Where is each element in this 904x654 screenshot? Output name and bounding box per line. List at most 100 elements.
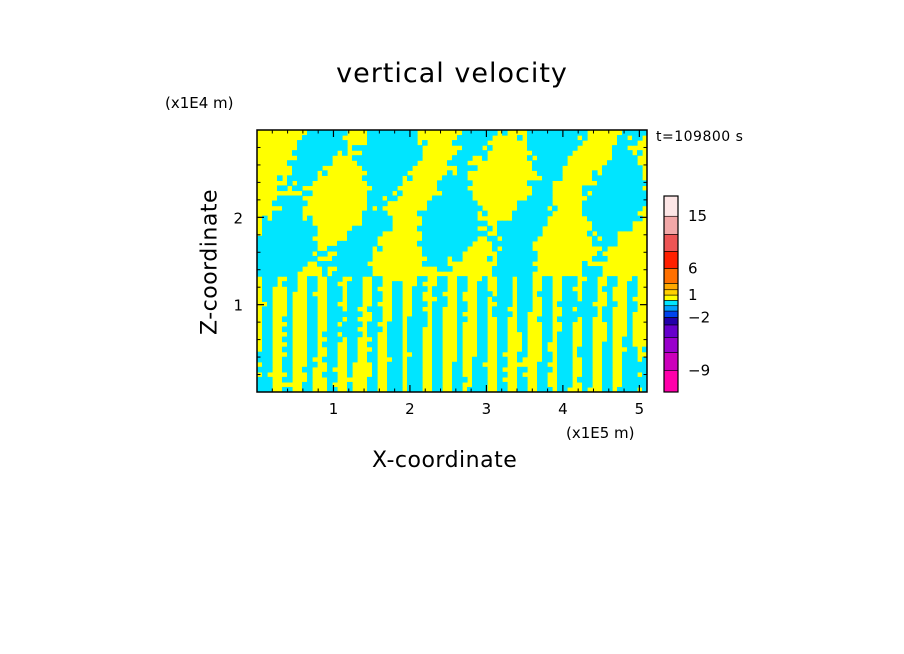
field-cell-negative — [317, 165, 323, 171]
field-cell-negative — [412, 155, 418, 161]
field-cell-negative — [622, 225, 628, 232]
field-cell-negative — [547, 366, 553, 373]
field-cell-negative — [597, 266, 603, 272]
field-cell-negative — [412, 316, 418, 323]
field-cell-negative — [467, 205, 473, 212]
field-cell-negative — [572, 301, 578, 307]
field-cell-negative — [587, 195, 593, 202]
field-cell-negative — [372, 130, 378, 136]
field-cell-negative — [412, 140, 418, 146]
field-cell-negative — [397, 155, 403, 161]
field-cell-negative — [627, 301, 633, 307]
field-cell-negative — [367, 180, 373, 187]
field-cell-negative — [482, 150, 488, 156]
field-cell-negative — [442, 235, 448, 242]
field-cell-negative — [627, 220, 633, 227]
field-cell-negative — [322, 271, 328, 277]
field-cell-negative — [592, 195, 598, 202]
field-cell-negative — [542, 180, 548, 187]
field-cell-negative — [327, 155, 333, 161]
field-cell-negative — [632, 286, 638, 292]
field-cell-negative — [562, 316, 568, 323]
field-cell-negative — [337, 291, 343, 297]
field-cell-negative — [297, 225, 303, 232]
field-cell-negative — [397, 170, 403, 176]
field-cell-negative — [417, 341, 423, 348]
field-cell-negative — [602, 366, 608, 373]
field-cell-negative — [277, 240, 283, 247]
field-cell-negative — [522, 386, 528, 392]
field-cell-negative — [462, 306, 468, 312]
field-cell-negative — [467, 150, 473, 156]
field-cell-negative — [392, 155, 398, 161]
field-cell-negative — [417, 356, 423, 363]
field-cell-negative — [542, 311, 548, 318]
field-cell-negative — [377, 150, 383, 156]
field-cell-negative — [607, 225, 613, 232]
field-cell-negative — [377, 160, 383, 166]
field-cell-negative — [312, 165, 318, 171]
field-cell-negative — [587, 356, 593, 363]
field-cell-negative — [327, 135, 333, 141]
field-cell-negative — [307, 180, 313, 187]
field-cell-negative — [292, 225, 298, 232]
field-cell-negative — [542, 276, 548, 282]
field-cell-negative — [397, 336, 403, 343]
field-cell-negative — [327, 321, 333, 328]
field-cell-negative — [322, 140, 328, 146]
field-cell-negative — [582, 210, 588, 217]
field-cell-negative — [417, 240, 423, 247]
field-cell-negative — [322, 155, 328, 161]
field-cell-negative — [262, 326, 268, 333]
field-cell-negative — [407, 321, 413, 328]
field-cell-negative — [417, 316, 423, 323]
field-cell-negative — [397, 286, 403, 292]
field-cell-negative — [397, 371, 403, 378]
field-cell-negative — [392, 170, 398, 176]
field-cell-negative — [347, 240, 353, 247]
field-cell-negative — [357, 291, 363, 297]
field-cell-negative — [297, 145, 303, 151]
field-cell-negative — [572, 145, 578, 151]
field-cell-negative — [527, 245, 533, 252]
field-cell-negative — [352, 301, 358, 307]
field-cell-negative — [282, 326, 288, 333]
field-cell-negative — [622, 145, 628, 151]
field-cell-negative — [607, 220, 613, 227]
field-cell-negative — [312, 286, 318, 292]
field-cell-negative — [602, 205, 608, 212]
field-cell-negative — [602, 255, 608, 262]
velocity-field — [257, 130, 647, 392]
field-cell-negative — [442, 225, 448, 232]
field-cell-negative — [352, 286, 358, 292]
field-cell-negative — [382, 180, 388, 187]
field-cell-negative — [567, 356, 573, 363]
field-cell-negative — [507, 255, 513, 262]
field-cell-negative — [547, 175, 553, 181]
field-cell-negative — [367, 155, 373, 161]
field-cell-negative — [422, 321, 428, 328]
field-cell-negative — [457, 235, 463, 242]
field-cell-negative — [407, 361, 413, 368]
field-cell-negative — [317, 145, 323, 151]
field-cell-negative — [402, 150, 408, 156]
field-cell-negative — [602, 245, 608, 252]
field-cell-negative — [607, 165, 613, 171]
field-cell-negative — [457, 281, 463, 287]
field-cell-negative — [357, 230, 363, 237]
field-cell-negative — [477, 230, 483, 237]
field-cell-negative — [267, 331, 273, 338]
field-cell-negative — [437, 276, 443, 282]
field-cell-negative — [307, 230, 313, 237]
field-cell-negative — [382, 225, 388, 232]
field-cell-negative — [272, 255, 278, 262]
field-cell-negative — [557, 346, 563, 353]
field-cell-negative — [562, 381, 568, 388]
field-cell-negative — [582, 376, 588, 383]
field-cell-negative — [337, 145, 343, 151]
field-cell-negative — [312, 361, 318, 368]
field-cell-negative — [367, 215, 373, 222]
field-cell-negative — [597, 215, 603, 222]
field-cell-negative — [452, 225, 458, 232]
field-cell-negative — [287, 271, 293, 277]
